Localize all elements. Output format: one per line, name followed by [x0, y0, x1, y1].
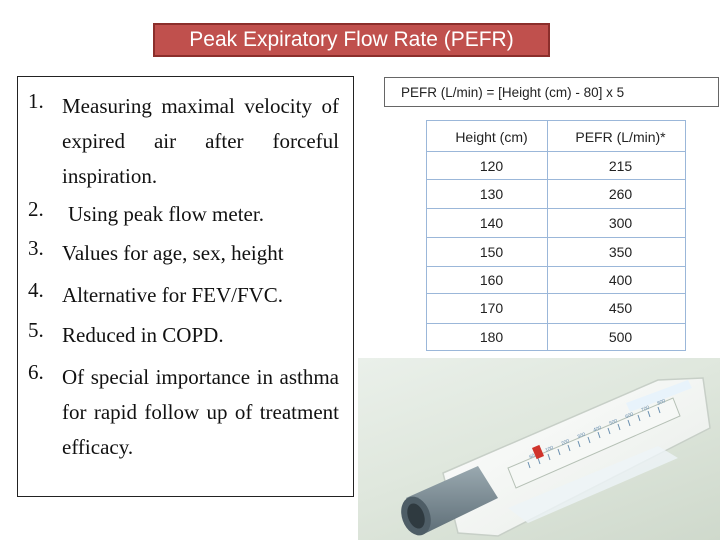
bullet-list-box: 1. Measuring maximal velocity of expired… — [17, 76, 354, 497]
meter-scale-label: 400 — [592, 425, 602, 434]
meter-scale-ticks — [527, 406, 661, 469]
table-row: 120 215 — [427, 154, 685, 179]
table-divider — [427, 237, 685, 238]
list-item-text: Using peak flow meter. — [68, 202, 264, 226]
list-item-number: 6. — [28, 360, 44, 384]
table-header-pefr: PEFR (L/min)* — [575, 129, 666, 145]
table-cell-pefr: 260 — [608, 186, 633, 202]
meter-zone-panel — [508, 446, 678, 523]
table-cell-pefr: 300 — [608, 215, 633, 231]
list-item-number: 3. — [28, 236, 44, 260]
table-row: 170 450 — [427, 294, 685, 323]
list-item-number: 1. — [28, 89, 44, 113]
list-item-text: Values for age, sex, height — [62, 241, 284, 265]
table-header-height: Height (cm) — [455, 129, 528, 145]
table-cell-pefr: 450 — [608, 300, 633, 316]
table-cell-pefr: 500 — [608, 329, 633, 345]
table-header-row: Height (cm) PEFR (L/min)* — [427, 123, 685, 151]
list-item-text: Alternative for FEV/FVC. — [62, 283, 284, 307]
table-cell-height: 150 — [479, 244, 504, 260]
meter-scale-label: 60 — [528, 453, 536, 461]
table-divider — [427, 266, 685, 267]
table-column-divider — [547, 121, 548, 350]
meter-scale-label: 300 — [576, 431, 586, 440]
list-item-number: 5. — [28, 318, 44, 342]
table-row: 180 500 — [427, 324, 685, 351]
table-cell-pefr: 215 — [608, 158, 633, 174]
table-row: 160 400 — [427, 267, 685, 293]
table-divider — [427, 151, 685, 152]
pefr-table: Height (cm) PEFR (L/min)* 120 215 130 26… — [426, 120, 686, 351]
list-item-text: Measuring maximal velocity of expired ai… — [62, 94, 339, 188]
peak-flow-meter-photo: 800 700 600 500 400 300 200 100 60 — [358, 358, 720, 540]
meter-scale-label: 200 — [560, 438, 570, 447]
table-cell-height: 120 — [479, 158, 504, 174]
meter-scale-label: 800 — [656, 398, 666, 407]
meter-indicator-marker — [531, 444, 545, 460]
table-cell-pefr: 350 — [608, 244, 633, 260]
meter-scale-label: 500 — [608, 418, 618, 427]
table-cell-height: 130 — [479, 186, 504, 202]
table-divider — [427, 208, 685, 209]
list-item-text: Of special importance in asthma for rapi… — [62, 365, 339, 459]
meter-scale-window — [507, 397, 681, 489]
meter-scale-label: 100 — [544, 445, 554, 454]
table-cell-height: 160 — [479, 272, 504, 288]
table-cell-height: 140 — [479, 215, 504, 231]
meter-scale-label: 700 — [640, 405, 650, 414]
mouthpiece-hole — [407, 503, 425, 529]
list-item-number: 2. — [28, 197, 44, 221]
table-divider — [427, 179, 685, 180]
list-item-number: 4. — [28, 278, 44, 302]
table-cell-height: 180 — [479, 329, 504, 345]
table-cell-pefr: 400 — [608, 272, 633, 288]
meter-brand-label — [626, 380, 692, 412]
table-divider — [427, 293, 685, 294]
table-row: 140 300 — [427, 209, 685, 237]
page-title: Peak Expiratory Flow Rate (PEFR) — [153, 23, 550, 57]
pefr-formula: PEFR (L/min) = [Height (cm) - 80] x 5 — [384, 77, 719, 107]
peak-flow-meter-illustration: 800 700 600 500 400 300 200 100 60 — [401, 377, 711, 537]
meter-scale-label: 600 — [624, 411, 634, 420]
list-item-text: Reduced in COPD. — [62, 323, 224, 347]
table-row: 130 260 — [427, 180, 685, 208]
table-divider — [427, 323, 685, 324]
table-row: 150 350 — [427, 238, 685, 266]
table-cell-height: 170 — [479, 300, 504, 316]
